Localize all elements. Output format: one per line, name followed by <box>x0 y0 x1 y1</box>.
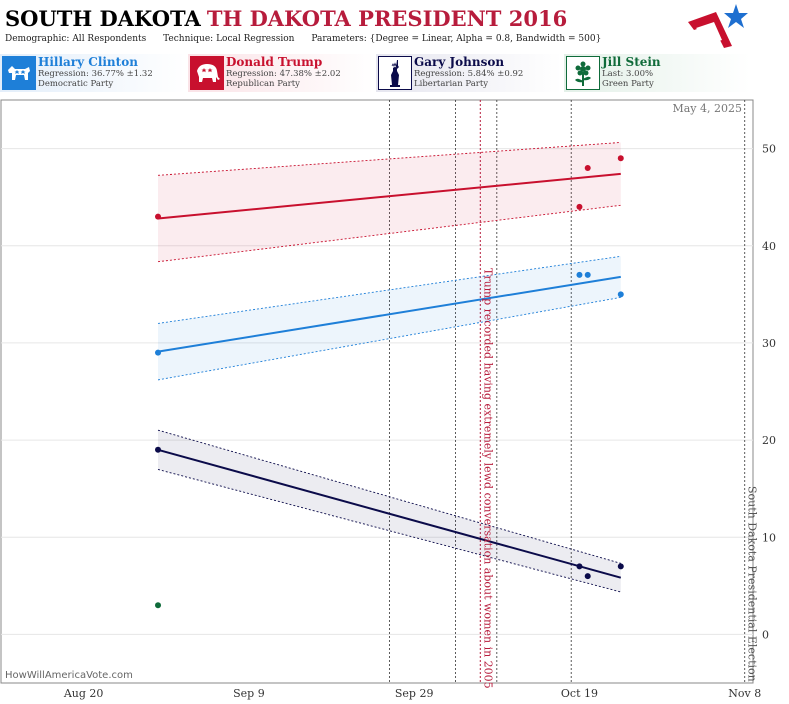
confidence-band <box>158 142 621 262</box>
demographic-value: All Respondents <box>72 34 147 44</box>
date-label: May 4, 2025 <box>672 102 742 115</box>
donkey-icon <box>2 56 36 90</box>
poll-point <box>584 165 591 172</box>
candidate-name: Jill Stein <box>602 55 661 69</box>
page-title: SOUTH DAKOTA TH DAKOTA PRESIDENT 2016 <box>5 6 567 31</box>
title-state: SOUTH DAKOTA <box>5 6 201 31</box>
confidence-bands <box>157 141 621 593</box>
poll-chart: 0 10 20 30 40 50 Aug 20 Sep 9 Sep 29 Oct 19 Nov 8… <box>0 99 776 700</box>
poll-point <box>576 271 583 278</box>
regression-line <box>157 172 621 220</box>
candidate-card-trump: Donald Trump Regression: 47.38% ±2.02 Re… <box>188 54 374 92</box>
candidate-stat: Regression: 47.38% ±2.02 <box>226 69 341 79</box>
poll-point <box>155 602 162 609</box>
x-axis-ticks: Aug 20 Sep 9 Sep 29 Oct 19 Nov 8 <box>63 687 761 700</box>
x-tick-label: Aug 20 <box>63 687 104 700</box>
site-logo <box>688 4 748 48</box>
candidate-stat: Regression: 36.77% ±1.32 <box>38 69 153 79</box>
parameters-value: {Degree = Linear, Alpha = 0.8, Bandwidth… <box>369 34 602 44</box>
title-rest: TH DAKOTA PRESIDENT 2016 <box>206 6 568 31</box>
statue-of-liberty-icon <box>378 56 412 90</box>
poll-point <box>617 563 624 570</box>
band-upper <box>157 255 621 324</box>
confidence-band <box>158 256 621 380</box>
poll-point <box>155 446 162 453</box>
subtitle-parameters: Demographic: All Respondents Technique: … <box>5 34 615 44</box>
y-tick-label: 30 <box>762 337 776 350</box>
confidence-band <box>158 430 621 592</box>
elephant-icon <box>190 56 224 90</box>
trump-event-label: Trump recorded having extremely lewd con… <box>481 268 494 689</box>
regression-line <box>157 448 622 579</box>
x-tick-label: Oct 19 <box>561 687 598 700</box>
y-tick-label: 50 <box>762 143 776 156</box>
technique-label: Technique: <box>163 34 214 44</box>
demographic-label: Demographic: <box>5 34 70 44</box>
header: SOUTH DAKOTA TH DAKOTA PRESIDENT 2016 Dem… <box>0 0 789 52</box>
x-tick-label: Sep 9 <box>233 687 265 700</box>
y-tick-label: 0 <box>762 628 769 641</box>
gridlines <box>1 148 753 635</box>
candidate-name: Hillary Clinton <box>38 55 138 69</box>
candidate-party: Democratic Party <box>38 79 114 89</box>
poll-point <box>584 271 591 278</box>
y-tick-label: 20 <box>762 434 776 447</box>
regression-lines <box>157 172 622 579</box>
poll-points <box>155 155 624 609</box>
watermark-text: HowWillAmericaVote.com <box>5 670 133 681</box>
poll-point <box>617 291 624 298</box>
y-tick-label: 40 <box>762 240 776 253</box>
candidate-party: Libertarian Party <box>414 79 489 89</box>
x-tick-label: Nov 8 <box>728 687 761 700</box>
flower-icon <box>566 56 600 90</box>
regression-line <box>157 275 621 353</box>
band-upper <box>157 141 621 176</box>
technique-value: Local Regression <box>216 34 295 44</box>
candidate-party: Green Party <box>602 79 654 89</box>
poll-point <box>617 155 624 162</box>
candidate-stat: Regression: 5.84% ±0.92 <box>414 69 524 79</box>
band-upper <box>157 429 621 564</box>
candidate-stat: Last: 3.00% <box>602 69 654 79</box>
election-label: South Dakota Presidential Election <box>746 486 759 682</box>
candidate-card-johnson: Gary Johnson Regression: 5.84% ±0.92 Lib… <box>376 54 562 92</box>
poll-point <box>155 213 162 220</box>
poll-point <box>155 349 162 356</box>
candidate-card-stein: Jill Stein Last: 3.00% Green Party <box>564 54 750 92</box>
x-tick-label: Sep 29 <box>395 687 434 700</box>
candidate-party: Republican Party <box>226 79 300 89</box>
poll-point <box>576 203 583 210</box>
candidate-card-clinton: Hillary Clinton Regression: 36.77% ±1.32… <box>0 54 186 92</box>
poll-point <box>584 573 591 580</box>
parameters-label: Parameters: <box>311 34 367 44</box>
band-lower <box>157 204 621 263</box>
y-tick-label: 10 <box>762 531 776 544</box>
y-axis-ticks: 0 10 20 30 40 50 <box>762 143 776 642</box>
candidate-name: Gary Johnson <box>414 55 505 69</box>
candidate-name: Donald Trump <box>226 55 323 69</box>
poll-point <box>576 563 583 570</box>
